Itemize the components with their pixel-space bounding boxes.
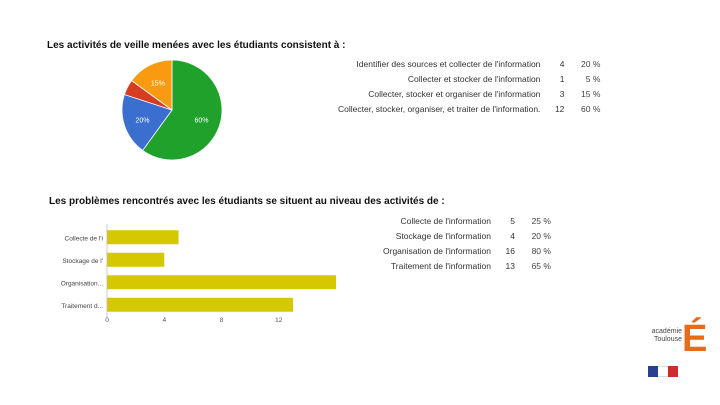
row-percent: 5 % [585,73,601,84]
row-percent: 20 % [531,230,551,241]
row-label: Traitement de l'information [390,260,491,271]
table-row: Collecte de l'information 5 25 % [380,213,554,228]
y-tick-label: Traitement d... [61,303,103,310]
row-count: 12 [554,103,565,114]
logo-line-1: académie [651,328,682,335]
row-percent: 15 % [581,88,601,99]
bar [107,275,336,290]
logo-line-2: Toulouse [653,336,682,343]
row-count: 13 [505,260,515,271]
row-label: Organisation de l'information [383,245,491,256]
row-count: 1 [559,73,565,84]
y-tick-label: Stockage de l' [62,258,103,265]
pie-slice [142,59,223,161]
bar-section-heading: Les problèmes rencontrés avec les étudia… [49,196,445,207]
bar [107,252,165,267]
logo-letter-icon: É [682,318,708,360]
logo-text: académie Toulouse [646,328,682,344]
pie-summary-table: Identifier des sources et collecter de l… [335,56,603,116]
x-tick-label: 12 [275,317,283,324]
row-percent: 60 % [581,103,601,114]
table-row: Collecter, stocker, organiser, et traite… [335,101,603,116]
pie-slice [121,94,173,152]
pie-section-heading: Les activités de veille menées avec les … [47,40,346,51]
row-count: 4 [510,230,515,241]
pie-slice [130,59,173,111]
academie-toulouse-logo: académie Toulouse É [646,318,708,360]
row-label: Identifier des sources et collecter de l… [356,58,541,69]
table-row: Organisation de l'information 16 80 % [380,243,554,258]
bar [107,297,294,312]
y-tick-label: Organisation... [61,280,103,287]
table-row: Collecter, stocker et organiser de l'inf… [335,86,603,101]
pie-slice-label: 15% [151,80,165,87]
row-label: Collecter, stocker, organiser, et traite… [338,103,541,114]
table-row: Stockage de l'information 4 20 % [380,228,554,243]
row-label: Collecter, stocker et organiser de l'inf… [368,88,541,99]
table-row: Collecter et stocker de l'information 1 … [335,71,603,86]
x-tick-label: 8 [220,317,224,324]
row-count: 4 [559,58,565,69]
row-percent: 20 % [581,58,601,69]
row-count: 3 [559,88,565,99]
bar-summary-table: Collecte de l'information 5 25 % Stockag… [380,213,554,273]
table-row: Traitement de l'information 13 65 % [380,258,554,273]
row-count: 16 [505,245,515,256]
y-tick-label: Collecte de l'i [65,235,103,242]
row-label: Stockage de l'information [395,230,491,241]
x-tick-label: 0 [105,317,109,324]
row-label: Collecte de l'information [400,215,491,226]
row-percent: 80 % [531,245,551,256]
x-tick-label: 4 [162,317,166,324]
pie-slice-label: 60% [194,118,208,125]
row-count: 5 [510,215,515,226]
pie-slice-label: 20% [136,118,150,125]
table-row: Identifier des sources et collecter de l… [335,56,603,71]
row-label: Collecter et stocker de l'information [407,73,541,84]
row-percent: 25 % [531,215,551,226]
republic-flag-icon [648,366,678,382]
bar [107,230,179,245]
row-percent: 65 % [531,260,551,271]
